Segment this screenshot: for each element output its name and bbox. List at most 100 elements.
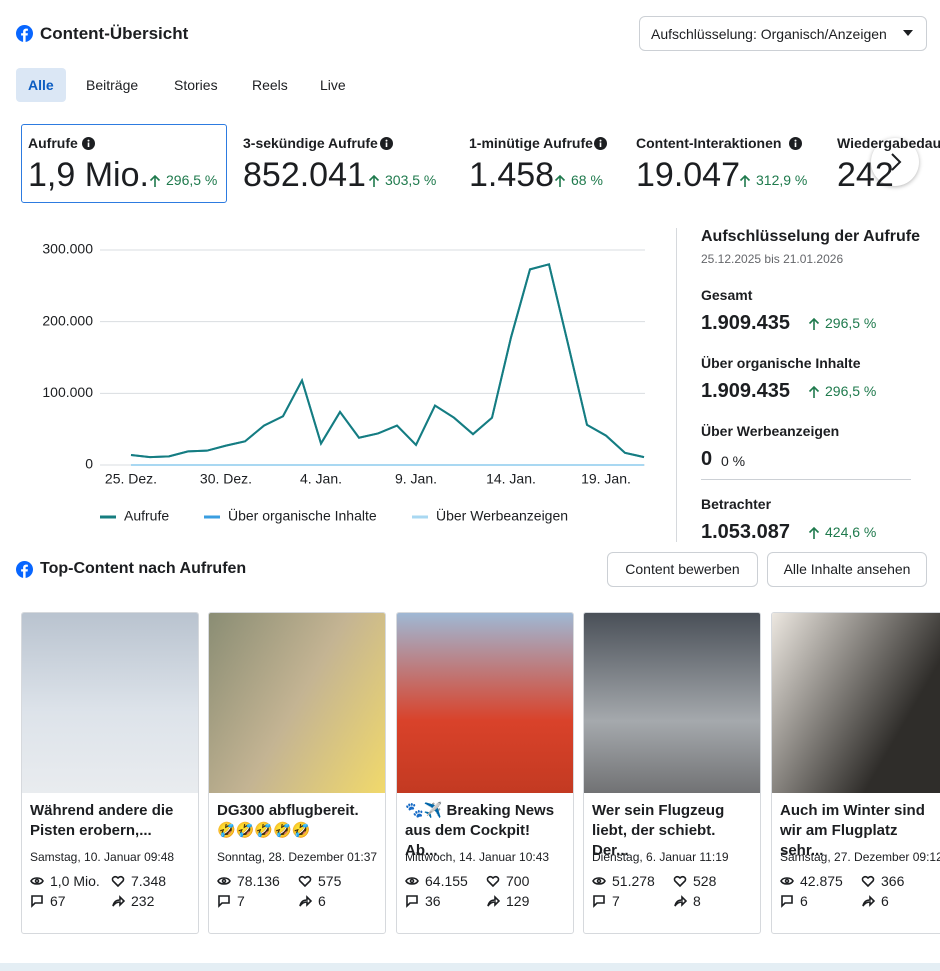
change: 296,5 %: [825, 383, 877, 399]
breakdown-title: Aufschlüsselung der Aufrufe: [701, 228, 920, 245]
x-tick-label: 14. Jan.: [486, 471, 536, 487]
metric-label: Aufrufe: [28, 135, 78, 151]
post-card[interactable]: Wer sein Flugzeug liebt, der schiebt. De…: [583, 612, 761, 934]
separator: [701, 479, 911, 480]
button[interactable]: Alle Inhalte ansehen: [767, 552, 927, 587]
change: 68 %: [571, 172, 603, 188]
up-arrow: [368, 174, 380, 187]
post-date: Samstag, 27. Dezember 09:12: [780, 850, 940, 864]
change: 0 %: [721, 453, 746, 469]
post-views: 1,0 Mio.: [50, 873, 100, 889]
up-arrow: [808, 317, 820, 330]
dropdown-label: Aufschlüsselung: Organisch/Anzeigen: [651, 26, 887, 42]
likes-icon: [673, 875, 687, 888]
y-tick-label: 200.000: [42, 312, 93, 328]
fb-icon: [16, 561, 33, 578]
post-text: Auch im Winter sind wir am Flugplatz seh…: [780, 802, 925, 859]
thumbnail: [209, 613, 385, 793]
change: 303,5 %: [385, 172, 437, 188]
next-arrow[interactable]: [871, 138, 919, 186]
post-shares: 232: [131, 893, 155, 909]
tab[interactable]: Stories: [174, 77, 218, 93]
post-card[interactable]: DG300 abflugbereit. 🤣🤣🤣🤣🤣 Sonntag, 28. De…: [208, 612, 386, 934]
legend-label: Über Werbeanzeigen: [436, 507, 568, 524]
metric-value: 852.041: [243, 156, 366, 194]
comments-icon: [593, 895, 605, 908]
shares-icon: [862, 895, 875, 907]
post-views: 78.136: [237, 873, 280, 889]
post-text: Während andere die Pisten erobern,...: [30, 802, 174, 839]
views-icon: [592, 877, 606, 885]
post-comments: 7: [612, 893, 620, 909]
post-comments: 36: [425, 893, 441, 909]
shares-icon: [299, 895, 312, 907]
metric-value: 242: [837, 156, 894, 194]
post-comments: 6: [800, 893, 808, 909]
post-comments: 67: [50, 893, 66, 909]
change: 296,5 %: [166, 172, 218, 188]
post-likes: 7.348: [131, 873, 167, 889]
x-tick-label: 19. Jan.: [581, 471, 631, 487]
tab[interactable]: Reels: [252, 77, 288, 93]
up-arrow: [739, 174, 751, 187]
title: Content-Übersicht: [40, 24, 189, 43]
breakdown-label: Gesamt: [701, 287, 753, 303]
post-comments: 7: [237, 893, 245, 909]
post-card[interactable]: Während andere die Pisten erobern,... Sam…: [21, 612, 199, 934]
top-title: Top-Content nach Aufrufen: [40, 560, 247, 577]
post-text: 🐾✈️ Breaking News aus dem Cockpit! Ab...: [405, 802, 555, 859]
thumbnail: [584, 613, 760, 793]
up-arrow: [808, 526, 820, 539]
likes-icon: [111, 875, 125, 888]
post-likes: 700: [506, 873, 530, 889]
shares-icon: [112, 895, 125, 907]
post-shares: 8: [693, 893, 701, 909]
fb-icon: [16, 25, 33, 42]
info-icon: [380, 137, 393, 150]
bottom-strip: [0, 963, 940, 971]
tab[interactable]: Live: [320, 77, 346, 93]
views-icon: [780, 877, 794, 885]
chart: 0 100.000 200.000 300.000 25. Dez. 30. Dez. 4.…: [42, 241, 645, 524]
metric-label: Content-Interaktionen: [636, 135, 782, 151]
info-icon: [594, 137, 607, 150]
change: 424,6 %: [825, 524, 877, 540]
tab[interactable]: Alle: [16, 68, 66, 102]
breakdown-label: Betrachter: [701, 496, 772, 512]
change: 312,9 %: [756, 172, 808, 188]
dropdown[interactable]: Aufschlüsselung: Organisch/Anzeigen: [639, 16, 927, 51]
likes-icon: [861, 875, 875, 888]
post-likes: 366: [881, 873, 905, 889]
breakdown-dates: 25.12.2025 bis 21.01.2026: [701, 252, 844, 266]
caret: [903, 30, 913, 36]
x-tick-label: 9. Jan.: [395, 471, 437, 487]
breakdown-value: 1.909.435: [701, 380, 790, 402]
post-date: Mittwoch, 14. Januar 10:43: [405, 850, 550, 864]
post-date: Samstag, 10. Januar 09:48: [30, 850, 175, 864]
metric-value: 1,9 Mio.: [28, 156, 149, 194]
post-likes: 528: [693, 873, 717, 889]
post-card[interactable]: Auch im Winter sind wir am Flugplatz seh…: [771, 612, 940, 934]
likes-icon: [298, 875, 312, 888]
series-line: [130, 263, 645, 459]
breakdown-value: 1.909.435: [701, 312, 790, 334]
breakdown-value: 1.053.087: [701, 521, 790, 543]
post-card[interactable]: 🐾✈️ Breaking News aus dem Cockpit! Ab...…: [396, 612, 574, 934]
legend-label: Aufrufe: [124, 508, 169, 524]
button[interactable]: Content bewerben: [607, 552, 758, 587]
metric-label: 1-minütige Aufrufe: [469, 135, 593, 151]
post-views: 51.278: [612, 873, 655, 889]
post-shares: 6: [881, 893, 889, 909]
shares-icon: [487, 895, 500, 907]
change: 296,5 %: [825, 315, 877, 331]
post-views: 42.875: [800, 873, 843, 889]
tab[interactable]: Beiträge: [86, 77, 139, 93]
thumbnail: [22, 613, 198, 793]
metric-label: Wiedergabedauer: [837, 135, 940, 151]
comments-icon: [31, 895, 43, 908]
y-tick-label: 100.000: [42, 384, 93, 400]
up-arrow: [554, 174, 566, 187]
views-icon: [405, 877, 419, 885]
metric-value: 1.458: [469, 156, 555, 194]
